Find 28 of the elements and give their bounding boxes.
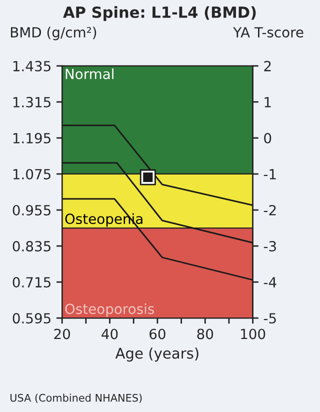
band-label: Osteoporosis bbox=[65, 303, 154, 317]
y2-tick-label: -1 bbox=[264, 169, 276, 180]
y-tick-label: 0.595 bbox=[12, 313, 50, 324]
y-tick-label: 0.715 bbox=[12, 277, 50, 288]
x-axis-title: Age (years) bbox=[115, 347, 198, 362]
y-tick-label: 0.955 bbox=[12, 204, 50, 216]
text: USA (Combined NHANES) bbox=[10, 394, 142, 403]
y-tick-label: 0.835 bbox=[12, 240, 50, 252]
y2-tick-label: -5 bbox=[264, 313, 276, 324]
x-tick-label: 20 bbox=[54, 328, 70, 340]
band-label: Normal bbox=[66, 68, 114, 80]
y-tick-label: 1.195 bbox=[13, 132, 50, 144]
y2-tick-label: 1 bbox=[264, 97, 271, 108]
y2-axis-title: YA T-score bbox=[233, 27, 304, 38]
y2-tick-label: -2 bbox=[264, 204, 276, 216]
y-tick-label: 1.435 bbox=[13, 60, 50, 72]
y2-tick-label: 2 bbox=[264, 60, 271, 72]
y-axis-title: BMD (g/cm²) bbox=[10, 26, 96, 40]
y2-tick-label: -4 bbox=[264, 277, 276, 288]
x-tick-label: 80 bbox=[197, 328, 214, 340]
y-tick-label: 1.075 bbox=[13, 168, 50, 180]
y2-tick-label: -3 bbox=[264, 240, 276, 252]
x-tick-label: 40 bbox=[102, 328, 118, 340]
chart-title: AP Spine: L1-L4 (BMD) bbox=[63, 6, 256, 21]
y-tick-label: 1.315 bbox=[13, 96, 50, 108]
y2-tick-label: 0 bbox=[264, 132, 272, 144]
x-tick-label: 100 bbox=[241, 328, 266, 340]
x-tick-label: 60 bbox=[150, 328, 166, 340]
